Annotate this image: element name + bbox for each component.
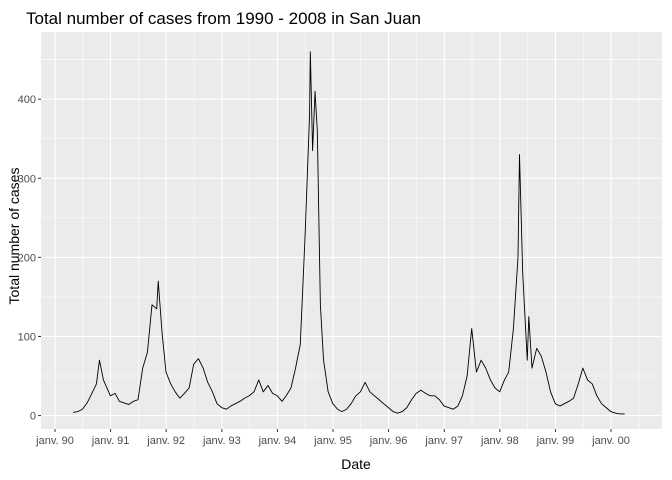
y-tick-label: 200 <box>18 252 36 264</box>
x-tick-label: janv. 00 <box>591 435 630 447</box>
plot-panel <box>41 32 662 429</box>
y-axis-title: Total number of cases <box>6 168 22 305</box>
series-line <box>73 51 625 415</box>
x-tick-label: janv. 95 <box>313 435 352 447</box>
y-tick-label: 400 <box>18 94 36 106</box>
y-tick-label: 100 <box>18 331 36 343</box>
x-tick-label: janv. 97 <box>424 435 463 447</box>
x-tick-label: janv. 93 <box>202 435 241 447</box>
y-tick-label: 0 <box>30 411 36 423</box>
x-tick-label: janv. 91 <box>91 435 130 447</box>
x-tick-label: janv. 92 <box>146 435 185 447</box>
chart-title: Total number of cases from 1990 - 2008 i… <box>26 9 421 28</box>
y-tick-label: 300 <box>18 173 36 185</box>
x-axis: janv. 90 janv. 91 janv. 92 janv. 93 janv. 94… <box>35 429 630 447</box>
x-tick-label: janv. 99 <box>536 435 575 447</box>
x-tick-label: janv. 96 <box>369 435 408 447</box>
y-axis: 0 100 200 300 400 <box>18 94 41 423</box>
x-axis-title: Date <box>341 456 371 472</box>
major-gridlines <box>41 32 662 429</box>
x-tick-label: janv. 98 <box>480 435 519 447</box>
x-tick-label: janv. 94 <box>258 435 297 447</box>
x-tick-label: janv. 90 <box>35 435 74 447</box>
